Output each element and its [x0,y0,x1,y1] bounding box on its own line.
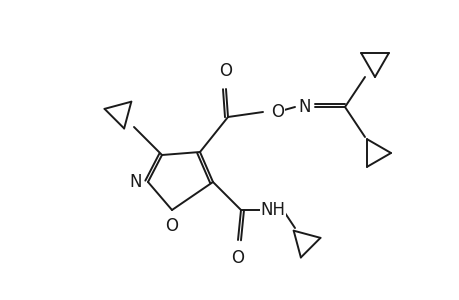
Text: N: N [298,98,311,116]
Text: O: O [270,103,283,121]
Text: N: N [129,173,142,191]
Text: O: O [165,217,178,235]
Text: NH: NH [260,201,285,219]
Text: O: O [219,62,232,80]
Text: O: O [231,249,244,267]
